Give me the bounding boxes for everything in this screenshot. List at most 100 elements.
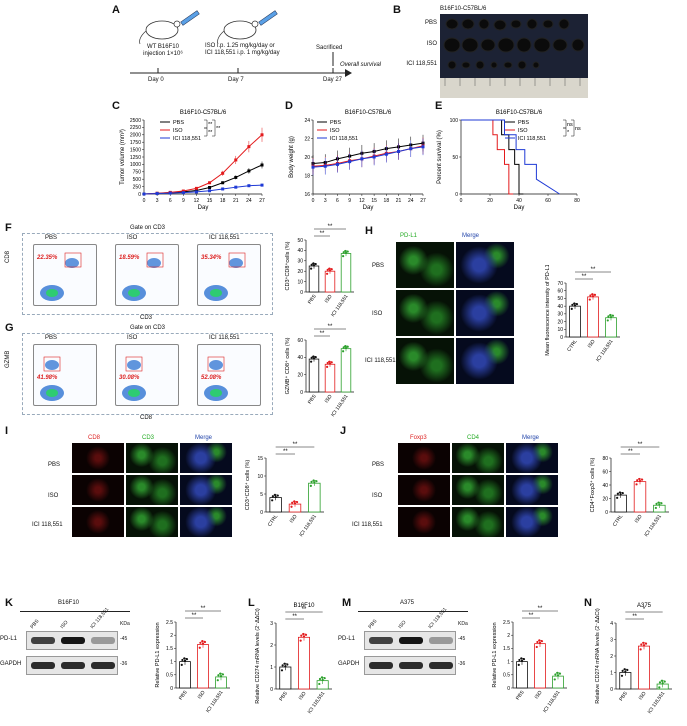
data-point [591, 295, 595, 298]
data-point [280, 669, 284, 672]
chart-title: B16F10-C57BL/6 [496, 110, 543, 116]
wb-band [369, 662, 393, 669]
x-tick-label: 60 [545, 198, 551, 204]
syringe-icon [180, 10, 200, 26]
panel-label-c: C [112, 100, 120, 112]
flow-gate [125, 356, 143, 372]
y-tick-label: 2500 [130, 118, 141, 124]
data-point [310, 480, 313, 483]
flow-group-label: PBS [45, 235, 58, 241]
x-tick-label: 15 [371, 198, 377, 204]
panel-label-e: E [435, 100, 443, 112]
flow-population [46, 389, 58, 397]
micrograph-tile [506, 475, 558, 505]
data-point [260, 133, 264, 137]
wb-row-label: GAPDH [338, 661, 360, 667]
panel-a-mid-text-1: ISO i.p. 1.25 mg/kg/day or [205, 43, 275, 49]
bar [638, 645, 651, 690]
data-point [234, 158, 238, 162]
data-point [208, 181, 212, 185]
x-tick-label: 3 [324, 198, 327, 204]
chart-title: B16F10-C57BL/6 [345, 110, 392, 116]
legend-label: ISO [518, 128, 528, 134]
panel-label-k: K [5, 597, 13, 609]
flow-gate [146, 252, 164, 268]
x-tick-label: 27 [420, 198, 426, 204]
data-point [623, 668, 626, 671]
x-tick-label: ICI 118,551 [595, 339, 615, 363]
data-point [344, 251, 348, 254]
x-tick-label: 15 [207, 198, 213, 204]
y-tick-label: 20 [304, 155, 310, 161]
data-point [657, 501, 660, 504]
mouse-icon [139, 20, 181, 45]
y-tick-label: 0.5 [503, 673, 510, 679]
wb-band [429, 637, 453, 644]
panel-label-j: J [340, 425, 347, 437]
chart-l: B16F10 0 1 2 3 Relative CD274 mRNA levels (2⁻… [255, 603, 332, 715]
y-tick-label: 1 [507, 659, 510, 665]
y-tick-label: 30 [557, 312, 563, 318]
flow-percent: 35.34% [201, 255, 222, 261]
data-point [618, 491, 622, 494]
x-tick-label: ISO [634, 514, 644, 525]
y-axis-label: Mean fluorescence intensity of PD-L1 [545, 265, 551, 356]
syringe-icon [258, 10, 278, 26]
flow-population [210, 289, 222, 297]
sig-label: ** [328, 324, 333, 330]
data-point [311, 165, 315, 169]
x-tick-label: PBS [178, 689, 189, 701]
micrograph-tile [456, 242, 514, 288]
y-tick-label: 50 [297, 238, 303, 244]
sig-label: * [567, 130, 570, 136]
x-tick-label: 0 [312, 198, 315, 204]
data-point [312, 479, 315, 482]
wb-blot [364, 631, 456, 650]
x-tick-label: 9 [348, 198, 351, 204]
data-point [304, 633, 308, 636]
micrograph-tile [72, 507, 124, 537]
micrograph-tile [72, 443, 124, 473]
sig-label: ** [632, 614, 637, 620]
wb-row-label: PD-L1 [0, 636, 18, 642]
x-tick-label: 6 [169, 198, 172, 204]
data-point [660, 679, 664, 682]
data-point [183, 659, 187, 662]
chart-i: 0 5 10 15 CD3⁺CD8⁺ cells (%) CTRL ISO ICI 118,5… [244, 442, 324, 538]
data-point [155, 192, 159, 196]
y-tick-label: 2.5 [166, 620, 173, 626]
y-tick-label: 250 [133, 184, 142, 190]
y-tick-label: 0 [610, 687, 613, 693]
data-point [247, 145, 251, 149]
y-tick-label: 0 [300, 290, 303, 296]
micro-j-row-1: PBS [372, 462, 385, 468]
data-point [302, 635, 306, 638]
data-point [323, 164, 327, 168]
data-point [660, 502, 663, 505]
y-axis-label: Relative PD-L1 expression [155, 622, 161, 687]
flow-g-gate: Gate on CD3 [130, 325, 166, 331]
x-tick-label: 18 [220, 198, 226, 204]
data-point [309, 484, 312, 487]
wb-lane-label: PBS [29, 618, 41, 630]
y-tick-label: 60 [297, 338, 303, 344]
data-point [247, 184, 251, 188]
series-line [143, 134, 263, 195]
panel-label-f: F [5, 222, 12, 234]
flow-group-label: ISO [127, 235, 138, 241]
sig-label: ** [201, 606, 206, 612]
data-point [621, 492, 624, 495]
data-point [194, 190, 198, 194]
x-tick-label: PBS [515, 689, 526, 701]
data-point [312, 264, 316, 267]
x-tick-label: 9 [182, 198, 185, 204]
data-point [181, 658, 184, 662]
data-point [312, 357, 316, 360]
flow-plot: 41.98% [33, 344, 97, 406]
micrograph-tile [452, 507, 504, 537]
flow-f-frame [22, 233, 273, 315]
sig-label: ** [320, 331, 325, 337]
flow-percent: 30.08% [119, 375, 140, 381]
data-point [260, 183, 264, 187]
